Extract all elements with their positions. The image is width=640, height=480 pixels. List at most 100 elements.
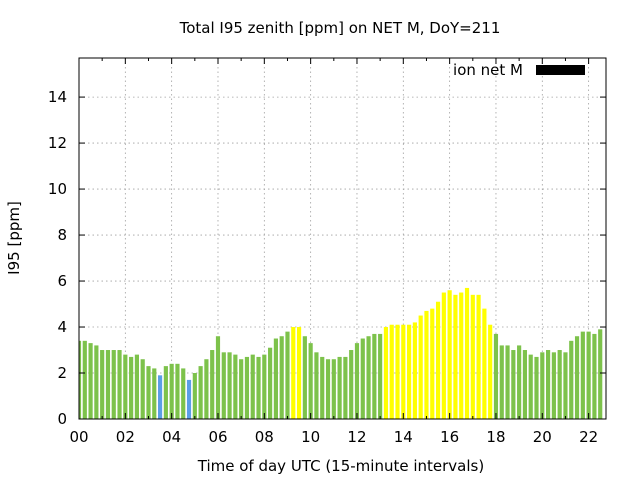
bar: [140, 359, 145, 419]
bar: [239, 359, 244, 419]
x-tick-label: 12: [347, 428, 366, 446]
bar: [354, 343, 360, 419]
bar: [343, 356, 348, 419]
bar: [204, 359, 209, 419]
bar: [250, 354, 255, 419]
bar: [169, 363, 174, 419]
y-tick-label: 8: [57, 226, 67, 244]
bar: [586, 331, 591, 419]
bar: [493, 333, 499, 419]
bar: [233, 354, 238, 419]
bar: [117, 350, 122, 419]
bar: [580, 331, 585, 419]
bar: [302, 336, 307, 419]
bar: [215, 336, 221, 419]
bar: [134, 354, 139, 419]
x-axis-label: Time of day UTC (15-minute intervals): [197, 457, 484, 475]
bar: [383, 327, 389, 419]
plot-frame: [78, 57, 607, 420]
bar: [407, 324, 412, 419]
x-tick-label: 06: [208, 428, 227, 446]
bar: [337, 356, 342, 419]
bar: [331, 359, 336, 419]
bar: [360, 338, 365, 419]
bar: [94, 345, 99, 419]
x-tick-label: 04: [162, 428, 181, 446]
bar: [517, 345, 522, 419]
bar: [88, 343, 93, 419]
x-tick-label: 22: [579, 428, 598, 446]
bar: [111, 350, 116, 419]
bar: [105, 350, 111, 419]
bar: [320, 356, 325, 419]
chart-title: Total I95 zenith [ppm] on NET M, DoY=211: [179, 19, 501, 37]
bar: [464, 287, 470, 419]
bar: [598, 329, 603, 419]
bar: [175, 363, 180, 419]
legend-label: ion net M: [453, 61, 523, 79]
x-tick-label: 14: [394, 428, 413, 446]
legend-swatch: [536, 65, 585, 75]
grid: [79, 58, 606, 419]
bar: [262, 354, 267, 419]
bar: [163, 366, 168, 419]
bar: [511, 350, 516, 419]
x-tick-label: 02: [116, 428, 135, 446]
x-tick-label: 10: [301, 428, 320, 446]
bar: [314, 352, 319, 419]
bar: [349, 350, 354, 419]
bar: [308, 343, 313, 419]
bar: [244, 356, 250, 419]
bar: [227, 352, 232, 419]
bar: [372, 333, 377, 419]
bar: [430, 308, 435, 419]
bar: [285, 331, 290, 419]
bar: [546, 350, 551, 419]
bar: [291, 327, 296, 419]
bar: [540, 352, 545, 419]
bar: [482, 308, 487, 419]
bar: [453, 294, 458, 419]
bar: [192, 373, 197, 419]
bar: [441, 292, 446, 419]
y-tick-label: 0: [57, 410, 67, 428]
y-tick-label: 12: [48, 134, 67, 152]
bar: [146, 366, 151, 419]
bar: [378, 333, 383, 419]
y-axis-label: I95 [ppm]: [5, 201, 23, 275]
bar: [198, 366, 203, 419]
bar: [256, 356, 261, 419]
bar: [157, 375, 163, 419]
bar: [476, 294, 481, 419]
bar: [557, 350, 562, 419]
bar: [459, 292, 464, 419]
bar: [424, 310, 429, 419]
x-tick-label: 08: [255, 428, 274, 446]
bar: [186, 379, 192, 419]
bar: [401, 324, 406, 419]
bar: [447, 290, 452, 419]
y-tick-label: 6: [57, 272, 67, 290]
bar: [534, 356, 539, 419]
x-tick-label: 18: [486, 428, 505, 446]
legend: ion net M: [453, 61, 585, 79]
bar: [551, 352, 556, 419]
x-tick-label: 16: [440, 428, 459, 446]
bar: [129, 356, 134, 419]
bar: [389, 324, 394, 419]
bar: [592, 333, 597, 419]
bar: [366, 336, 371, 419]
bar: [569, 340, 574, 419]
bar: [325, 359, 331, 419]
y-tick-label: 10: [48, 180, 67, 198]
bar: [100, 350, 105, 419]
y-tick-label: 2: [57, 364, 67, 382]
bar: [152, 368, 157, 419]
bar: [296, 327, 302, 419]
bar: [79, 340, 82, 419]
bar: [470, 294, 475, 419]
x-tick-label: 00: [69, 428, 88, 446]
y-tick-label: 4: [57, 318, 67, 336]
bar: [210, 350, 215, 419]
